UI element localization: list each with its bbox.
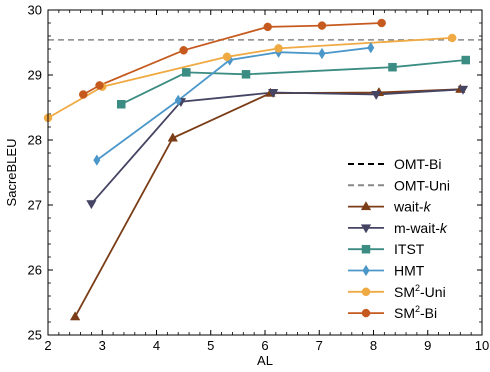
itst-line [120,59,466,106]
sm2-uni-point [447,33,457,43]
m-wait-k-point [267,89,279,99]
hmt-line [96,46,371,161]
y-tick-label: 28 [28,133,42,148]
x-tick-label: 8 [370,338,377,353]
legend-swatch-marker [360,224,372,234]
legend-item-itst: ITST [348,241,425,257]
m-wait-k-point [457,85,469,95]
x-axis-label: AL [257,353,273,368]
plot-frame [47,9,483,336]
y-axis-label: SacreBLEU [4,139,19,207]
x-tick-label: 3 [99,338,106,353]
legend-item-m-wait-k: m-wait-k [348,220,448,236]
x-tick-label: 7 [316,338,323,353]
legend-item-sm2-bi: SM2-Bi [348,304,437,321]
itst-point [461,55,470,65]
legend-item-hmt: HMT [348,263,425,279]
legend-item-omt-uni: OMT-Uni [348,177,450,193]
legend-item-wait-k: wait-k [348,199,432,215]
y-tick-label: 26 [28,263,42,278]
hmt-point [367,41,375,54]
legend-item-sm2-uni: SM2-Uni [348,283,446,300]
itst-point [116,100,126,109]
legend-swatch-marker [361,287,371,297]
x-tick-label: 10 [475,338,489,353]
legend-label: SM2-Bi [394,304,437,321]
series-markers [43,18,470,321]
legend-swatch-marker [360,201,372,211]
y-tick-label: 30 [28,3,42,18]
sm2-bi-point [79,90,88,99]
hmt-point [318,47,326,60]
y-tick-label: 25 [28,328,42,343]
itst-point [388,62,397,72]
m-wait-k-point [86,200,97,210]
legend-item-omt-bi: OMT-Bi [348,156,441,172]
legend-label: m-wait-k [394,220,448,236]
x-tick-label: 5 [207,338,214,353]
sm2-bi-point [317,21,327,30]
legend-label: wait-k [393,199,432,215]
itst-point [182,68,191,77]
x-tick-label: 4 [153,338,160,353]
legend-label: HMT [394,263,425,279]
wait-k-point [69,311,81,321]
legend-swatch-marker [361,308,371,318]
legend-label: SM2-Uni [394,283,446,300]
hmt-point [93,154,101,166]
x-tick-label: 2 [44,338,51,353]
legend-label: ITST [394,241,425,257]
sm2-bi-point [179,46,188,55]
sm2-uni-point [222,52,232,62]
hmt-point [174,94,182,107]
legend-label: OMT-Bi [394,156,441,172]
legend-label: OMT-Uni [394,177,450,193]
m-wait-k-point [371,91,382,101]
legend: OMT-Bi OMT-Uni wait-k m-wait-k ITST HMT SM2-Un… [348,156,450,321]
y-tick-label: 29 [28,68,42,83]
sm2-uni-point [274,44,283,53]
tick-labels: 2 3 4 5 6 7 8 9 10 25 26 27 28 29 30 [28,3,490,354]
x-tick-label: 9 [424,338,431,353]
sm2-bi-point [377,18,386,28]
wait-k-point [167,132,178,142]
itst-point [241,70,251,79]
y-tick-label: 27 [28,198,42,213]
legend-swatch-marker [361,244,371,254]
x-tick-label: 6 [261,338,268,353]
legend-swatch-marker [362,264,370,277]
sm2-bi-point [263,22,272,32]
sm2-bi-point [95,81,104,90]
